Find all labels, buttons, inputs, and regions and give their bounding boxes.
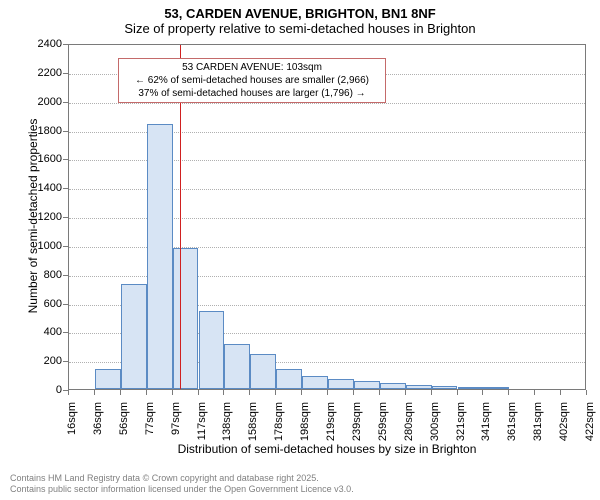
y-tick-label: 800 <box>22 269 62 281</box>
x-tick-label: 117sqm <box>196 402 208 452</box>
y-tick-label: 2200 <box>22 67 62 79</box>
x-tick-label: 77sqm <box>144 402 156 452</box>
x-tick-label: 219sqm <box>325 402 337 452</box>
y-tick-label: 1600 <box>22 153 62 165</box>
x-tick-mark <box>249 390 250 395</box>
x-tick-label: 341sqm <box>480 402 492 452</box>
x-tick-mark <box>94 390 95 395</box>
y-tick-label: 0 <box>22 384 62 396</box>
x-tick-label: 138sqm <box>221 402 233 452</box>
x-tick-label: 259sqm <box>377 402 389 452</box>
x-tick-mark <box>560 390 561 395</box>
x-tick-mark <box>327 390 328 395</box>
y-tick-mark <box>63 332 68 333</box>
x-tick-label: 198sqm <box>299 402 311 452</box>
y-tick-mark <box>63 131 68 132</box>
histogram-bar <box>406 385 432 389</box>
histogram-bar <box>250 354 276 389</box>
x-tick-label: 16sqm <box>66 402 78 452</box>
y-tick-label: 400 <box>22 326 62 338</box>
histogram-bar <box>328 379 354 389</box>
attribution: Contains HM Land Registry data © Crown c… <box>10 473 354 496</box>
y-tick-label: 600 <box>22 298 62 310</box>
callout-line: 37% of semi-detached houses are larger (… <box>123 87 381 100</box>
y-tick-mark <box>63 44 68 45</box>
x-tick-label: 97sqm <box>170 402 182 452</box>
histogram-bar <box>432 386 458 389</box>
x-tick-mark <box>508 390 509 395</box>
x-tick-mark <box>534 390 535 395</box>
x-tick-label: 158sqm <box>247 402 259 452</box>
x-tick-mark <box>379 390 380 395</box>
x-tick-label: 178sqm <box>273 402 285 452</box>
y-tick-label: 2400 <box>22 38 62 50</box>
x-tick-label: 402sqm <box>558 402 570 452</box>
y-tick-label: 1400 <box>22 182 62 194</box>
x-tick-mark <box>586 390 587 395</box>
callout-line: ← 62% of semi-detached houses are smalle… <box>123 74 381 87</box>
x-tick-label: 422sqm <box>584 402 596 452</box>
attribution-line-2: Contains public sector information licen… <box>10 484 354 496</box>
callout-line: 53 CARDEN AVENUE: 103sqm <box>123 61 381 74</box>
histogram-bar <box>95 369 121 389</box>
x-tick-label: 321sqm <box>455 402 467 452</box>
x-tick-mark <box>120 390 121 395</box>
y-tick-label: 2000 <box>22 96 62 108</box>
histogram-bar <box>199 311 225 389</box>
histogram-bar <box>147 124 173 389</box>
histogram-bar <box>224 344 250 389</box>
x-tick-mark <box>405 390 406 395</box>
y-tick-mark <box>63 188 68 189</box>
x-tick-mark <box>172 390 173 395</box>
x-tick-mark <box>353 390 354 395</box>
x-tick-label: 280sqm <box>403 402 415 452</box>
chart-title-2: Size of property relative to semi-detach… <box>0 21 600 36</box>
histogram-bar <box>173 248 199 389</box>
y-tick-label: 1800 <box>22 125 62 137</box>
x-tick-mark <box>198 390 199 395</box>
histogram-bar <box>380 383 406 389</box>
histogram-bar <box>354 381 380 389</box>
x-tick-label: 361sqm <box>506 402 518 452</box>
x-tick-mark <box>275 390 276 395</box>
y-tick-label: 1000 <box>22 240 62 252</box>
y-tick-mark <box>63 217 68 218</box>
x-tick-label: 300sqm <box>429 402 441 452</box>
histogram-bar <box>458 387 484 389</box>
x-tick-mark <box>482 390 483 395</box>
histogram-bar <box>121 284 147 389</box>
x-tick-label: 56sqm <box>118 402 130 452</box>
x-tick-label: 36sqm <box>92 402 104 452</box>
histogram-bar <box>276 369 302 389</box>
histogram-bar <box>483 387 509 389</box>
histogram-bar <box>302 376 328 389</box>
x-tick-label: 239sqm <box>351 402 363 452</box>
y-tick-mark <box>63 246 68 247</box>
x-tick-mark <box>301 390 302 395</box>
y-tick-mark <box>63 275 68 276</box>
x-tick-mark <box>431 390 432 395</box>
x-tick-mark <box>223 390 224 395</box>
chart-title-1: 53, CARDEN AVENUE, BRIGHTON, BN1 8NF <box>0 0 600 21</box>
callout-box: 53 CARDEN AVENUE: 103sqm← 62% of semi-de… <box>118 58 386 103</box>
y-tick-mark <box>63 159 68 160</box>
x-tick-mark <box>457 390 458 395</box>
y-tick-label: 200 <box>22 355 62 367</box>
attribution-line-1: Contains HM Land Registry data © Crown c… <box>10 473 354 485</box>
y-tick-label: 1200 <box>22 211 62 223</box>
y-tick-mark <box>63 102 68 103</box>
x-tick-mark <box>146 390 147 395</box>
y-tick-mark <box>63 304 68 305</box>
x-tick-mark <box>68 390 69 395</box>
y-tick-mark <box>63 73 68 74</box>
x-tick-label: 381sqm <box>532 402 544 452</box>
y-tick-mark <box>63 361 68 362</box>
